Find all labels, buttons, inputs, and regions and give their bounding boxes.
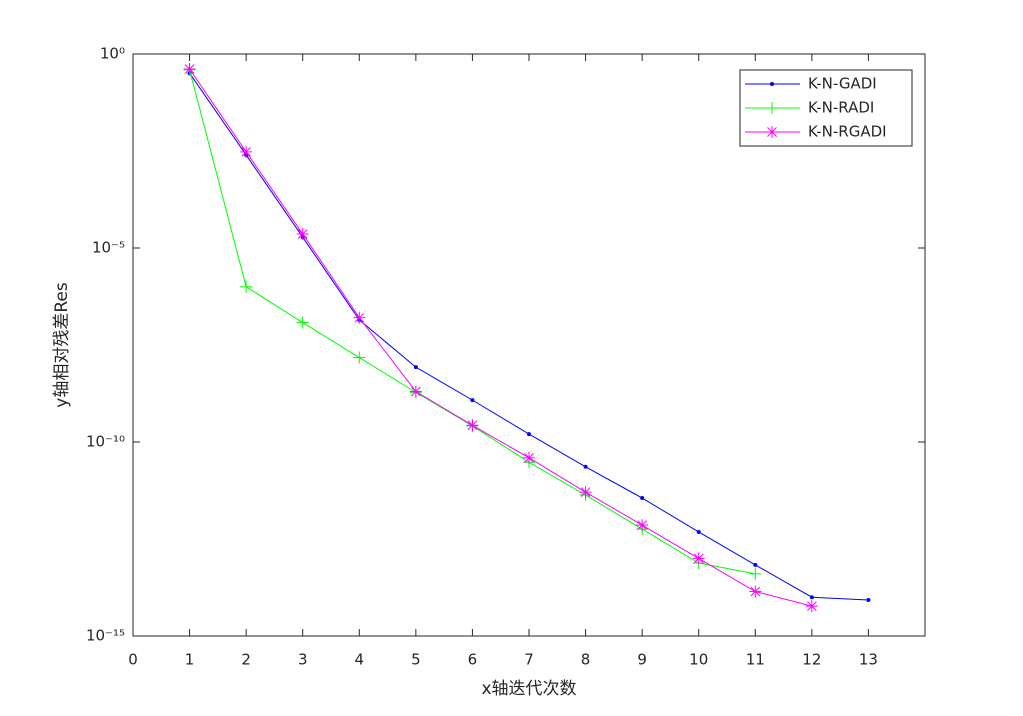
marker xyxy=(766,126,778,138)
marker-stroke xyxy=(767,127,777,137)
x-tick-label: 1 xyxy=(185,651,195,669)
marker-dot xyxy=(866,597,871,602)
marker xyxy=(640,496,645,501)
x-tick-label: 8 xyxy=(581,651,591,669)
marker-dot xyxy=(470,398,475,403)
x-tick-label: 13 xyxy=(859,651,878,669)
marker xyxy=(183,63,196,76)
marker-stroke xyxy=(411,386,421,397)
x-tick-label: 6 xyxy=(468,651,478,669)
marker xyxy=(470,398,475,403)
marker-dot xyxy=(696,529,701,534)
marker xyxy=(353,351,366,364)
marker-stroke xyxy=(693,553,704,564)
x-tick-label: 0 xyxy=(128,651,138,669)
marker-stroke xyxy=(750,586,761,597)
marker-dot xyxy=(527,432,531,437)
marker xyxy=(409,385,422,398)
marker xyxy=(692,552,705,565)
marker xyxy=(636,519,649,532)
marker xyxy=(770,82,774,86)
marker xyxy=(240,280,253,293)
marker xyxy=(749,567,762,580)
marker-stroke xyxy=(580,487,591,497)
x-tick-label: 9 xyxy=(637,651,647,669)
legend-label: K-N-RGADI xyxy=(808,123,887,141)
marker-stroke xyxy=(184,64,195,74)
legend-label: K-N-GADI xyxy=(808,75,877,93)
marker-dot xyxy=(770,82,774,86)
marker xyxy=(240,145,253,158)
marker-stroke xyxy=(637,520,647,530)
x-tick-label: 11 xyxy=(746,651,765,669)
legend-label: K-N-RADI xyxy=(808,99,874,117)
series-line xyxy=(189,68,812,607)
marker-stroke xyxy=(354,312,365,323)
y-axis-label: y轴相对残差Res xyxy=(52,282,72,408)
marker-stroke xyxy=(807,601,817,611)
marker xyxy=(466,419,479,432)
marker-stroke xyxy=(297,229,308,239)
x-tick-label: 12 xyxy=(802,651,821,669)
marker-dot xyxy=(640,496,645,501)
marker-dot xyxy=(413,365,418,370)
marker xyxy=(527,432,531,437)
marker xyxy=(809,595,814,600)
marker xyxy=(805,600,818,613)
x-tick-label: 10 xyxy=(689,651,708,669)
marker xyxy=(296,227,309,240)
marker-stroke xyxy=(524,453,534,463)
marker xyxy=(296,316,309,329)
marker xyxy=(523,451,535,464)
marker xyxy=(579,486,592,499)
x-tick-label: 5 xyxy=(411,651,421,669)
x-tick-label: 3 xyxy=(298,651,308,669)
x-tick-label: 2 xyxy=(241,651,251,669)
y-tick-label: 10⁻⁵ xyxy=(92,239,125,257)
marker xyxy=(749,585,762,598)
marker xyxy=(353,311,366,324)
marker xyxy=(866,597,871,602)
x-axis-label: x轴迭代次数 xyxy=(481,679,576,699)
y-tick-label: 10⁻¹⁵ xyxy=(86,627,125,645)
legend: K-N-GADI K-N-RADI K-N-RGADI xyxy=(739,69,913,147)
y-tick-label: 10⁰ xyxy=(100,45,125,63)
marker xyxy=(696,529,701,534)
marker-stroke xyxy=(241,147,251,157)
marker xyxy=(753,562,758,567)
marker-stroke xyxy=(467,420,478,431)
plot-frame xyxy=(132,53,926,637)
marker xyxy=(766,102,778,114)
marker xyxy=(413,365,418,370)
x-tick-label: 4 xyxy=(355,651,365,669)
marker-dot xyxy=(809,595,814,600)
x-tick-label: 7 xyxy=(524,651,534,669)
marker xyxy=(583,464,588,469)
y-tick-label: 10⁻¹⁰ xyxy=(86,433,125,451)
marker-dot xyxy=(583,464,588,469)
marker-dot xyxy=(753,562,758,567)
